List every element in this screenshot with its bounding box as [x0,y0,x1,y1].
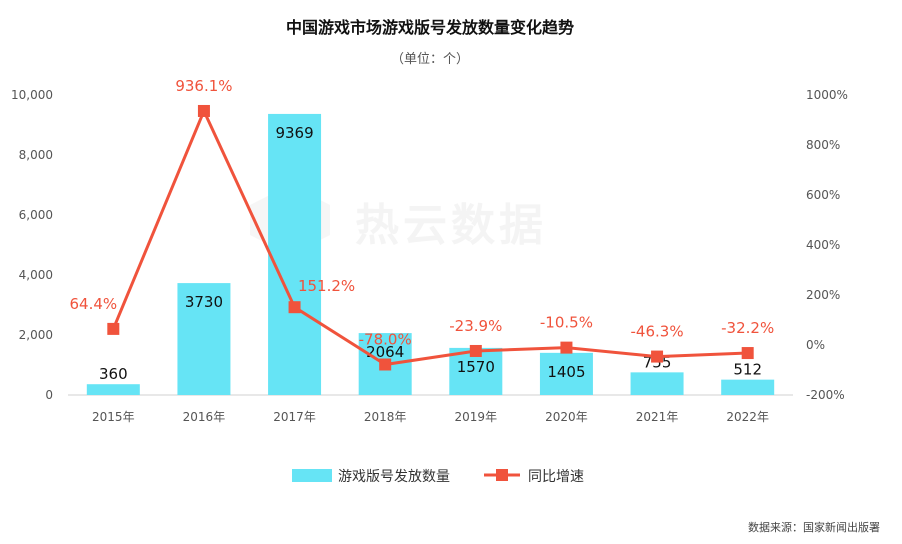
x-axis: 2015年 2016年 2017年 2018年 2019年 2020年 2021年 2022年 [92,410,769,424]
y-right-tick-label: 800% [806,138,840,152]
y-left-tick-label: 10,000 [11,88,53,102]
growth-markers [107,104,754,371]
x-tick-label: 2021年 [636,410,679,424]
x-tick-label: 2016年 [183,410,226,424]
y-left-tick-label: 2,000 [19,328,53,342]
bar [539,352,593,395]
growth-labels: 64.4% 936.1% 151.2% -78.0% -23.9% -10.5% -46.3… [69,77,774,349]
y-right-tick-label: 400% [806,238,840,252]
watermark-text: 热云数据 [355,200,547,251]
legend-line-label: 同比增速 [528,469,584,485]
y-right-tick-label: 1000% [806,88,848,102]
source-note: 数据来源：国家新闻出版署 [748,520,880,534]
bar-value-label: 2064 [366,343,404,361]
growth-value-label: -46.3% [631,323,684,341]
bar-value-label: 1405 [547,363,585,381]
y-axis-right: -200% 0% 200% 400% 600% 800% 1000% [806,88,848,402]
y-left-tick-label: 8,000 [19,148,53,162]
line-point [651,350,664,363]
line-point [197,104,210,117]
y-right-tick-label: 200% [806,288,840,302]
bar [268,113,322,396]
x-tick-label: 2020年 [545,410,588,424]
growth-value-label: -10.5% [540,314,593,332]
growth-line [111,107,748,367]
legend: 游戏版号发放数量 同比增速 [292,469,584,485]
line-point [107,322,120,335]
growth-value-label: 151.2% [298,277,355,295]
bar [721,379,775,395]
bar-value-label: 360 [99,365,128,383]
bar-value-label: 9369 [275,124,313,142]
growth-value-label: -23.9% [449,317,502,335]
bar [86,384,140,395]
x-tick-label: 2019年 [455,410,498,424]
y-right-tick-label: -200% [806,388,845,402]
line-point [741,347,754,360]
growth-value-label: -32.2% [721,319,774,337]
line-point [560,341,573,354]
chart-subtitle: （单位：个） [391,52,469,67]
y-axis-left: 0 2,000 4,000 6,000 8,000 10,000 [11,88,53,402]
legend-bar-label: 游戏版号发放数量 [338,469,450,485]
x-tick-label: 2022年 [726,410,769,424]
line-point [288,301,301,314]
growth-value-label: 936.1% [175,77,232,95]
legend-bar-swatch [292,469,332,482]
bar-value-label: 3730 [185,293,223,311]
bar-value-label: 512 [733,361,762,379]
x-tick-label: 2015年 [92,410,135,424]
y-left-tick-label: 6,000 [19,208,53,222]
line-point [379,358,392,371]
y-left-tick-label: 4,000 [19,268,53,282]
x-tick-label: 2018年 [364,410,407,424]
legend-line-marker [496,469,508,481]
y-right-tick-label: 0% [806,338,825,352]
bar [630,372,684,395]
bar [177,283,231,395]
bar-labels: 36037309369206415701405755512 [99,124,762,383]
line-point [469,344,482,357]
bar-value-label: 1570 [457,358,495,376]
y-right-tick-label: 600% [806,188,840,202]
x-tick-label: 2017年 [273,410,316,424]
y-left-tick-label: 0 [45,388,53,402]
growth-value-label: 64.4% [69,295,117,313]
chart-title: 中国游戏市场游戏版号发放数量变化趋势 [286,18,574,37]
growth-value-label: -78.0% [359,331,412,349]
